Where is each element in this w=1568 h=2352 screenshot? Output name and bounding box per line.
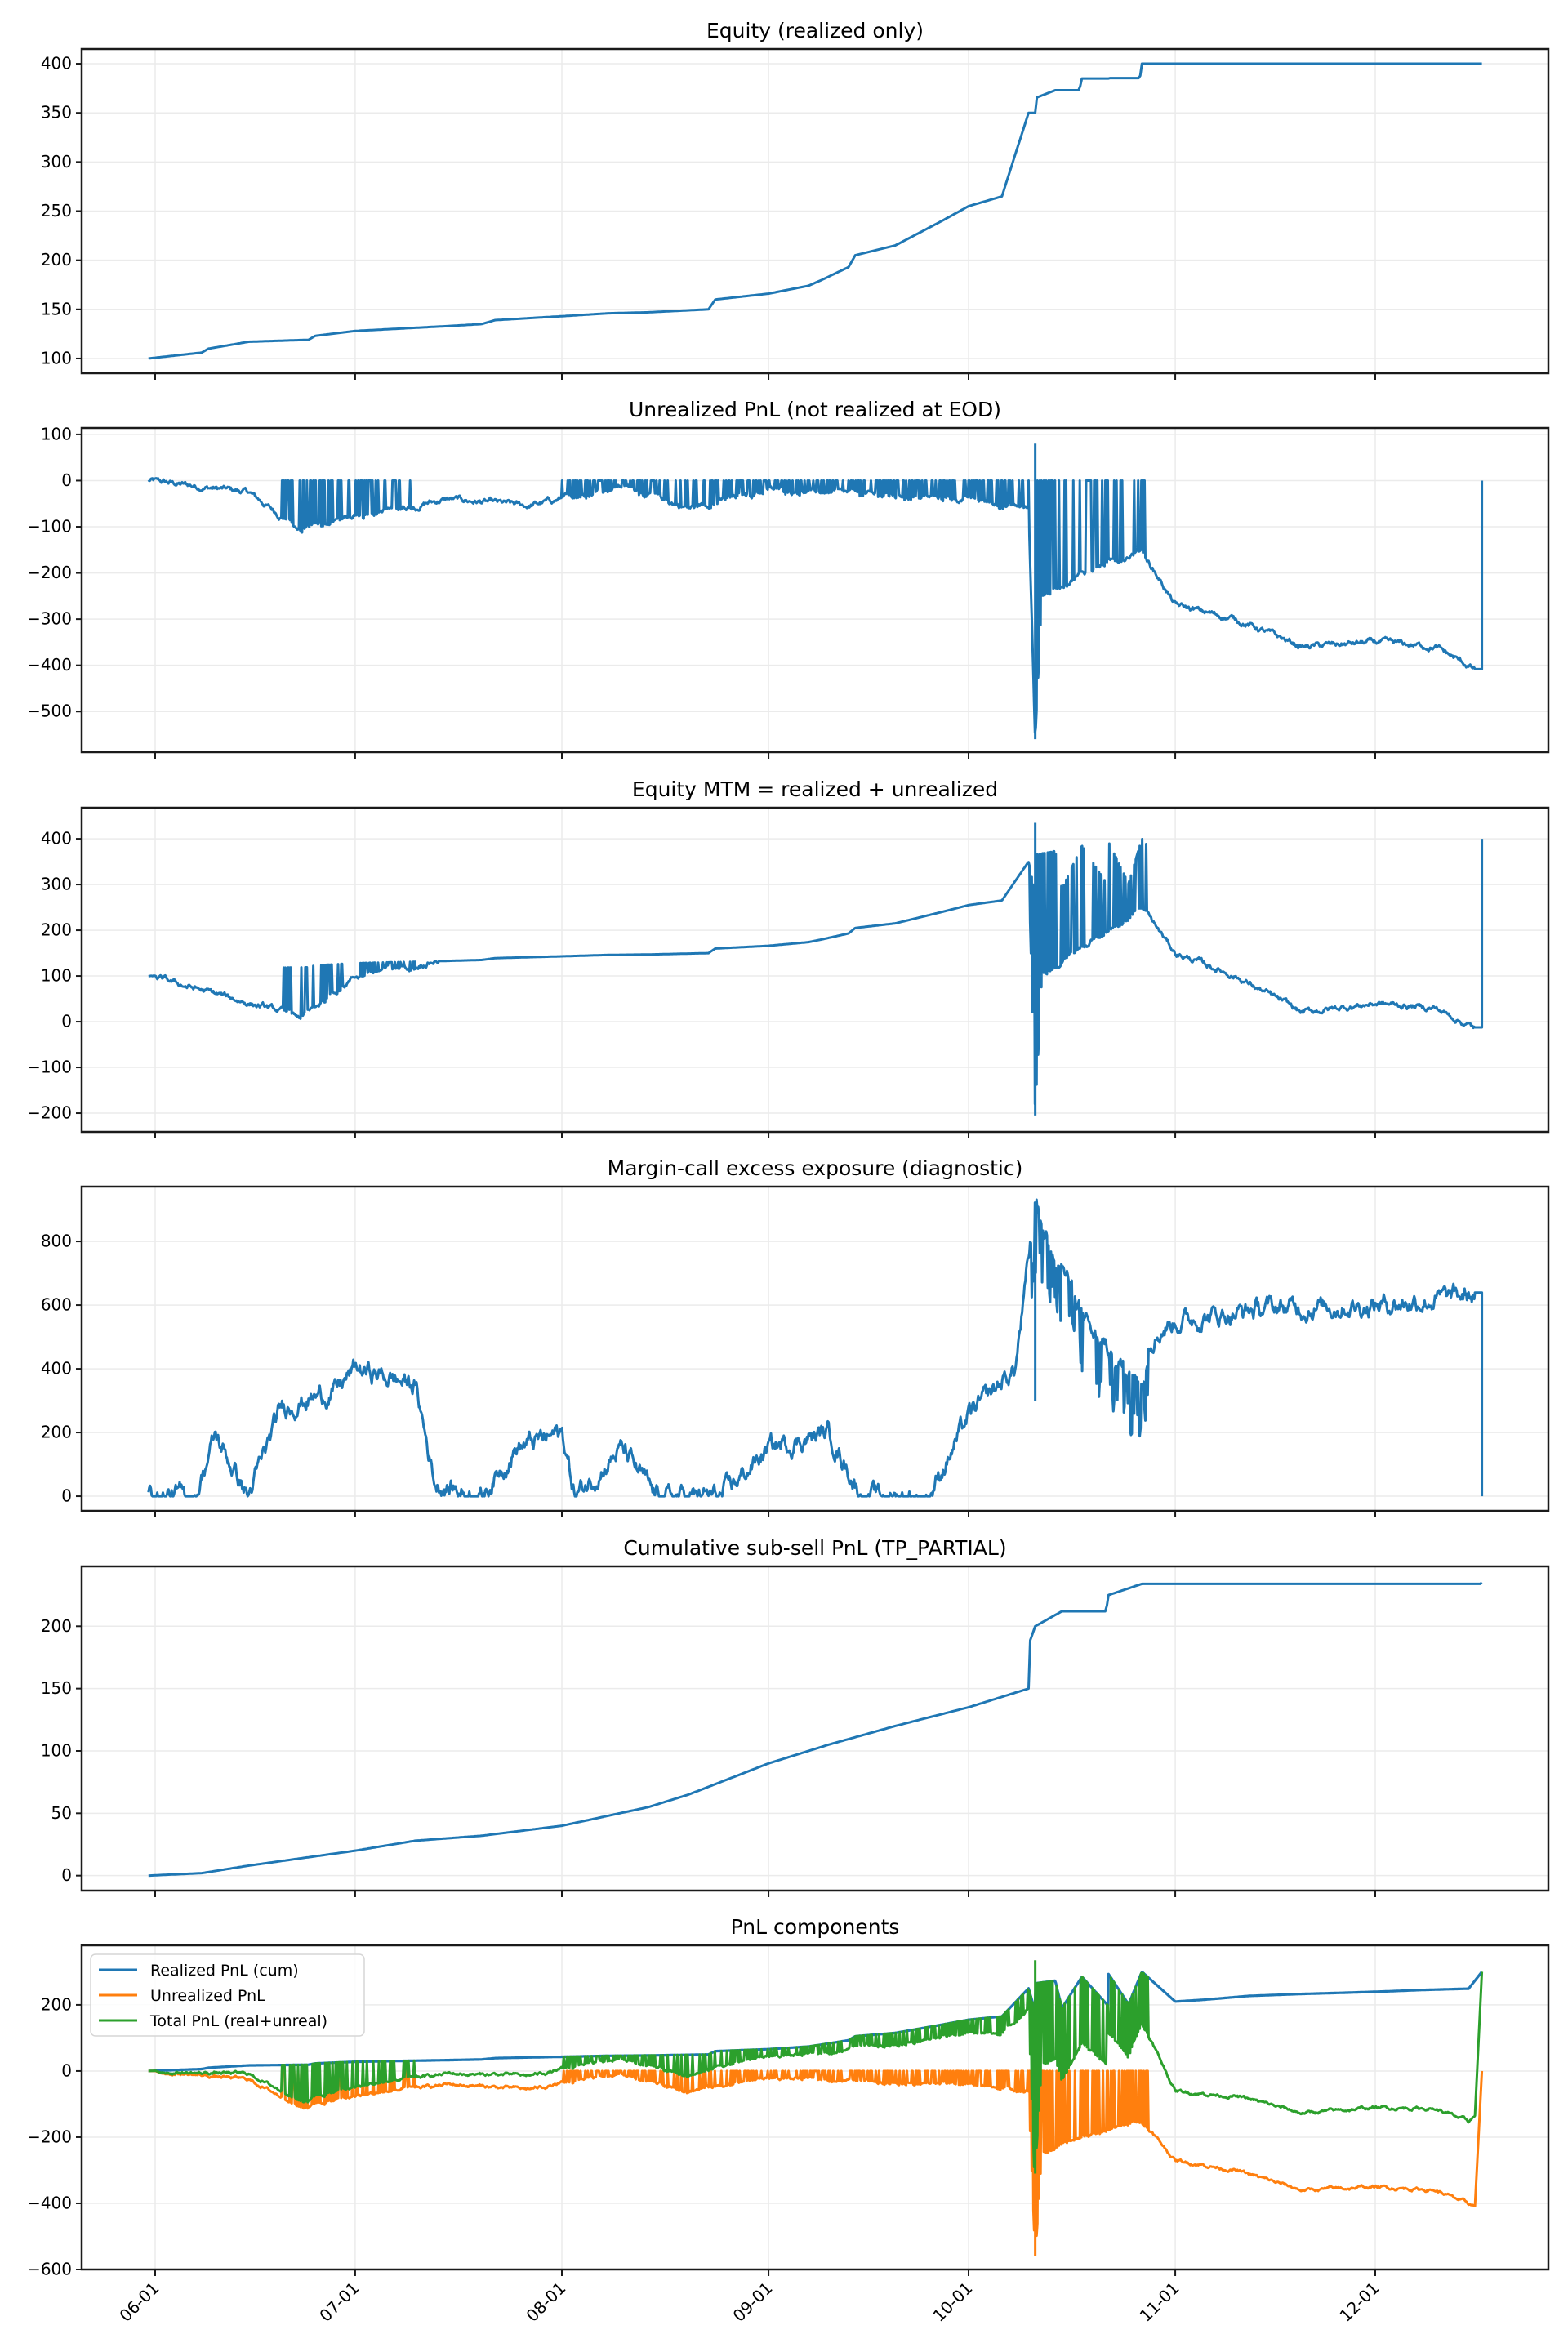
y-tick-label: 150 [41,299,72,318]
series-group [147,443,1484,740]
series-group [148,822,1484,1116]
x-tick-label: 08-01 [522,2278,569,2326]
x-tick-label: 10-01 [929,2278,976,2326]
axes-frame [80,47,1550,375]
y-tick-label: 400 [41,1359,72,1379]
y-tick-label: 0 [61,470,72,490]
legend-box [90,1953,365,2037]
panel-2: Unrealized PnL (not realized at EOD) −500… [27,398,1550,759]
y-tick-label: −200 [27,563,72,582]
panel-1: Equity (realized only) 100 150 200 250 300 350… [41,19,1550,380]
y-tick-label: 0 [61,1486,72,1506]
y-tick-label: −400 [27,2193,72,2212]
panel-title: Cumulative sub-sell PnL (TP_PARTIAL) [623,1536,1006,1560]
y-tick-label: −200 [27,2127,72,2146]
y-tick-label: 100 [41,348,72,368]
y-tick-label: 400 [41,829,72,849]
series-group [148,62,1482,360]
x-tick-label: 07-01 [315,2278,363,2326]
panel-title: Unrealized PnL (not realized at EOD) [629,398,1001,421]
panel-title: Equity (realized only) [706,19,924,42]
y-tick-label: 0 [61,1865,72,1885]
y-tick-label: 50 [51,1803,72,1823]
y-tick-label: −400 [27,655,72,675]
y-tick-label: 100 [41,966,72,986]
y-tick-label: 100 [41,1740,72,1760]
axes-frame [80,1185,1550,1512]
series-group [148,1581,1483,1878]
y-tick-label: −100 [27,1058,72,1077]
y-tick-label: 300 [41,152,72,172]
y-tick-label: 200 [41,920,72,940]
y-tick-label: 200 [41,250,72,270]
panel-3: Equity MTM = realized + unrealized −200 −1… [27,777,1550,1138]
y-tick-label: 250 [41,201,72,220]
panel-4: Margin-call excess exposure (diagnostic)… [41,1156,1550,1517]
x-tick-label: 09-01 [729,2278,777,2326]
y-tick-label: 800 [41,1232,72,1251]
y-tick-label: 200 [41,1423,72,1442]
y-tick-label: 200 [41,1994,72,2014]
axes-frame [80,1565,1550,1892]
y-tick-label: −300 [27,609,72,629]
legend-label: Realized PnL (cum) [150,1962,299,1980]
series-line [148,62,1482,360]
y-tick-label: −500 [27,702,72,721]
y-tick-label: 200 [41,1616,72,1636]
legend-label: Total PnL (real+unreal) [149,2012,327,2030]
y-tick-label: 300 [41,875,72,894]
y-tick-label: 0 [61,2060,72,2080]
legend-label: Unrealized PnL [150,1987,265,2005]
legend: Realized PnL (cum) Unrealized PnL Total Pn… [90,1953,365,2037]
panel-title: PnL components [731,1915,900,1939]
panel-title: Margin-call excess exposure (diagnostic) [608,1156,1023,1180]
series-line-unrealized-pnl [148,2069,1484,2238]
axes-frame [80,1944,1550,2271]
series-line [147,1198,1484,1498]
series-group [148,1960,1484,2256]
series-line-total-pnl [148,1971,1484,2168]
panel-title: Equity MTM = realized + unrealized [632,777,998,801]
x-tick-label: 12-01 [1335,2278,1383,2326]
y-tick-label: −100 [27,517,72,537]
series-group [147,1198,1484,1498]
x-tick-label: 11-01 [1136,2278,1183,2326]
series-line [148,1581,1483,1878]
y-tick-label: −600 [27,2260,72,2279]
y-tick-label: 350 [41,103,72,122]
x-tick-label: 06-01 [115,2278,163,2326]
y-tick-label: 0 [61,1012,72,1031]
y-tick-label: 600 [41,1295,72,1315]
axes-frame [80,426,1550,754]
y-tick-label: 100 [41,424,72,443]
y-tick-label: −200 [27,1103,72,1123]
series-line [148,838,1484,1106]
y-tick-label: 150 [41,1678,72,1698]
axes-frame [80,806,1550,1134]
panel-5: Cumulative sub-sell PnL (TP_PARTIAL) 0 50 1… [41,1536,1550,1897]
panel-6: PnL components −600 −400 −200 0 200 Realized P… [27,1915,1550,2326]
series-line [147,477,1484,734]
y-tick-label: 400 [41,54,72,74]
